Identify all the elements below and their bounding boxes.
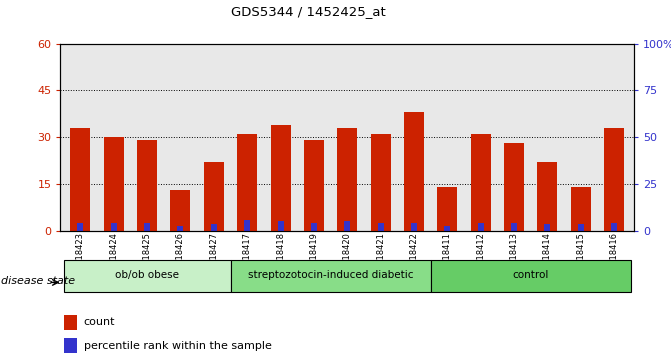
- Bar: [504, 143, 524, 231]
- Bar: [444, 226, 450, 231]
- Bar: [270, 125, 291, 231]
- Bar: [304, 140, 324, 231]
- Bar: [578, 224, 584, 231]
- Bar: [370, 134, 391, 231]
- Bar: [64, 315, 77, 330]
- Bar: [378, 223, 384, 231]
- Bar: [211, 224, 217, 231]
- FancyBboxPatch shape: [64, 260, 231, 292]
- Bar: [338, 128, 357, 231]
- Bar: [537, 162, 558, 231]
- Bar: [77, 223, 83, 231]
- Bar: [411, 223, 417, 231]
- Bar: [137, 140, 157, 231]
- Bar: [604, 128, 624, 231]
- Text: ob/ob obese: ob/ob obese: [115, 270, 179, 280]
- Bar: [237, 134, 257, 231]
- Bar: [344, 221, 350, 231]
- Bar: [404, 112, 424, 231]
- Bar: [111, 223, 117, 231]
- Bar: [144, 223, 150, 231]
- Bar: [177, 226, 183, 231]
- Bar: [571, 187, 590, 231]
- Bar: [278, 221, 284, 231]
- Text: percentile rank within the sample: percentile rank within the sample: [84, 340, 272, 351]
- FancyBboxPatch shape: [431, 260, 631, 292]
- FancyBboxPatch shape: [231, 260, 431, 292]
- Bar: [244, 220, 250, 231]
- Bar: [311, 223, 317, 231]
- Text: control: control: [513, 270, 549, 280]
- Bar: [64, 338, 77, 353]
- Bar: [511, 223, 517, 231]
- Bar: [204, 162, 224, 231]
- Bar: [70, 128, 91, 231]
- Bar: [437, 187, 458, 231]
- Text: streptozotocin-induced diabetic: streptozotocin-induced diabetic: [248, 270, 413, 280]
- Bar: [611, 223, 617, 231]
- Bar: [470, 134, 491, 231]
- Bar: [104, 137, 123, 231]
- Text: disease state: disease state: [1, 276, 74, 286]
- Bar: [544, 224, 550, 231]
- Bar: [478, 223, 484, 231]
- Text: count: count: [84, 317, 115, 327]
- Text: GDS5344 / 1452425_at: GDS5344 / 1452425_at: [231, 5, 386, 19]
- Bar: [170, 190, 191, 231]
